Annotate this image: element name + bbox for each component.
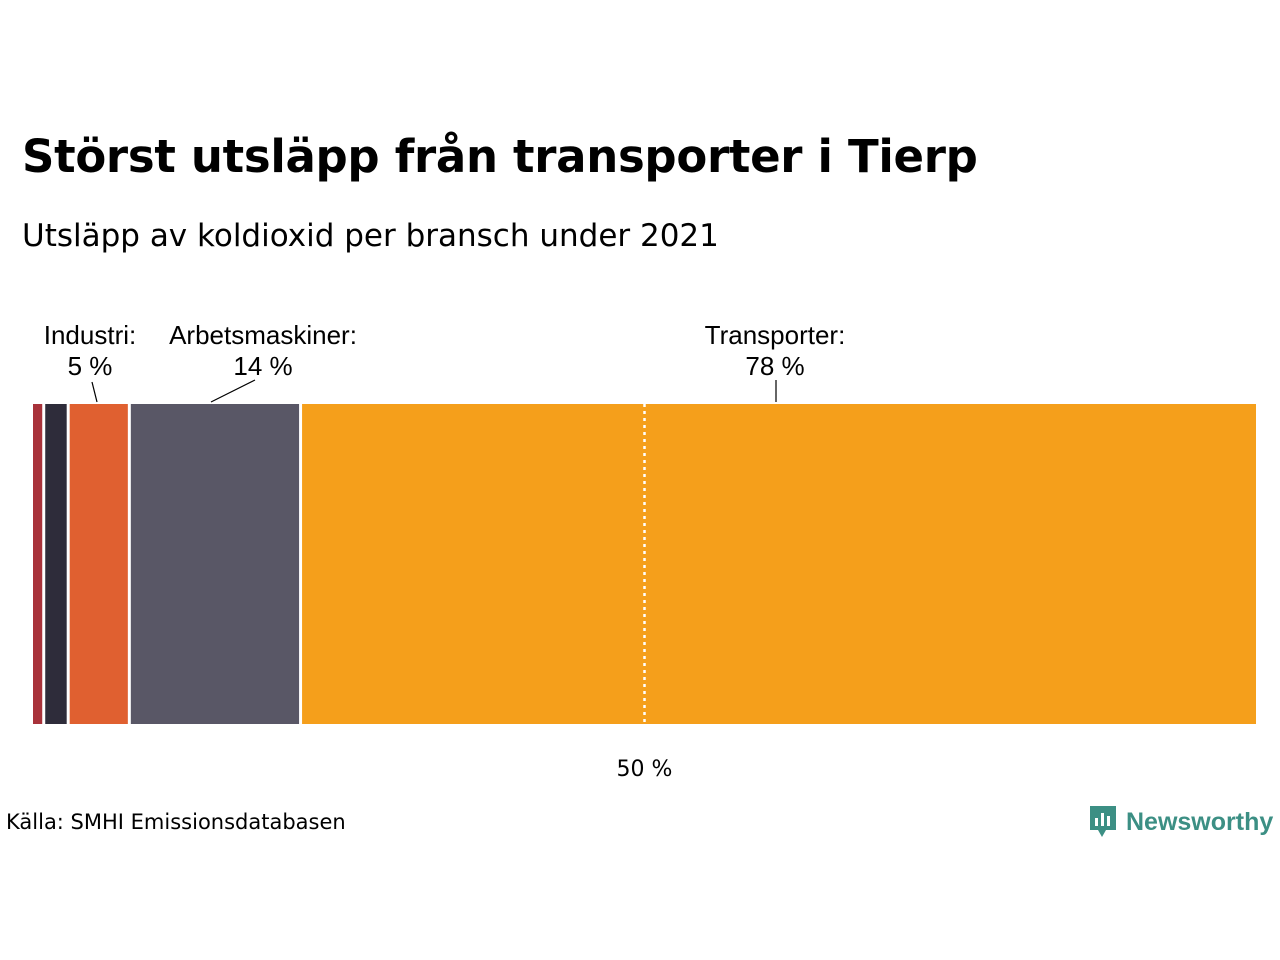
reference-line-group: 50 % bbox=[617, 404, 673, 782]
chart-title: Störst utsläpp från transporter i Tierp bbox=[22, 130, 978, 183]
brand-name: Newsworthy bbox=[1126, 807, 1274, 836]
bar-segment bbox=[33, 404, 43, 724]
segment-category-label: Arbetsmaskiner: bbox=[169, 320, 357, 350]
segment-value-label: 5 % bbox=[68, 351, 113, 381]
segment-labels: Industri:5 % Arbetsmaskiner:14 % Transport… bbox=[44, 320, 846, 403]
source-note: Källa: SMHI Emissionsdatabasen bbox=[6, 810, 346, 834]
label-leader-line bbox=[91, 381, 98, 403]
segment-category-label: Industri: bbox=[44, 320, 137, 350]
bar-segment bbox=[69, 404, 128, 724]
reference-line-label: 50 % bbox=[617, 757, 673, 782]
bar-segment bbox=[302, 404, 1256, 724]
segment-category-label: Transporter: bbox=[705, 320, 846, 350]
segment-value-label: 14 % bbox=[233, 351, 292, 381]
brand-logo: Newsworthy bbox=[1088, 804, 1273, 840]
stacked-bar-chart: 50 % Industri:5 % Arbetsmaskiner:14 % Tran… bbox=[33, 320, 1256, 782]
chart-subtitle: Utsläpp av koldioxid per bransch under 2… bbox=[22, 218, 719, 254]
newsworthy-logo-icon bbox=[1090, 806, 1116, 837]
label-leader-line bbox=[210, 379, 256, 403]
bar-segments bbox=[33, 404, 1256, 724]
bar-segment bbox=[130, 404, 300, 724]
bar-segment bbox=[45, 404, 67, 724]
segment-value-label: 78 % bbox=[745, 351, 804, 381]
